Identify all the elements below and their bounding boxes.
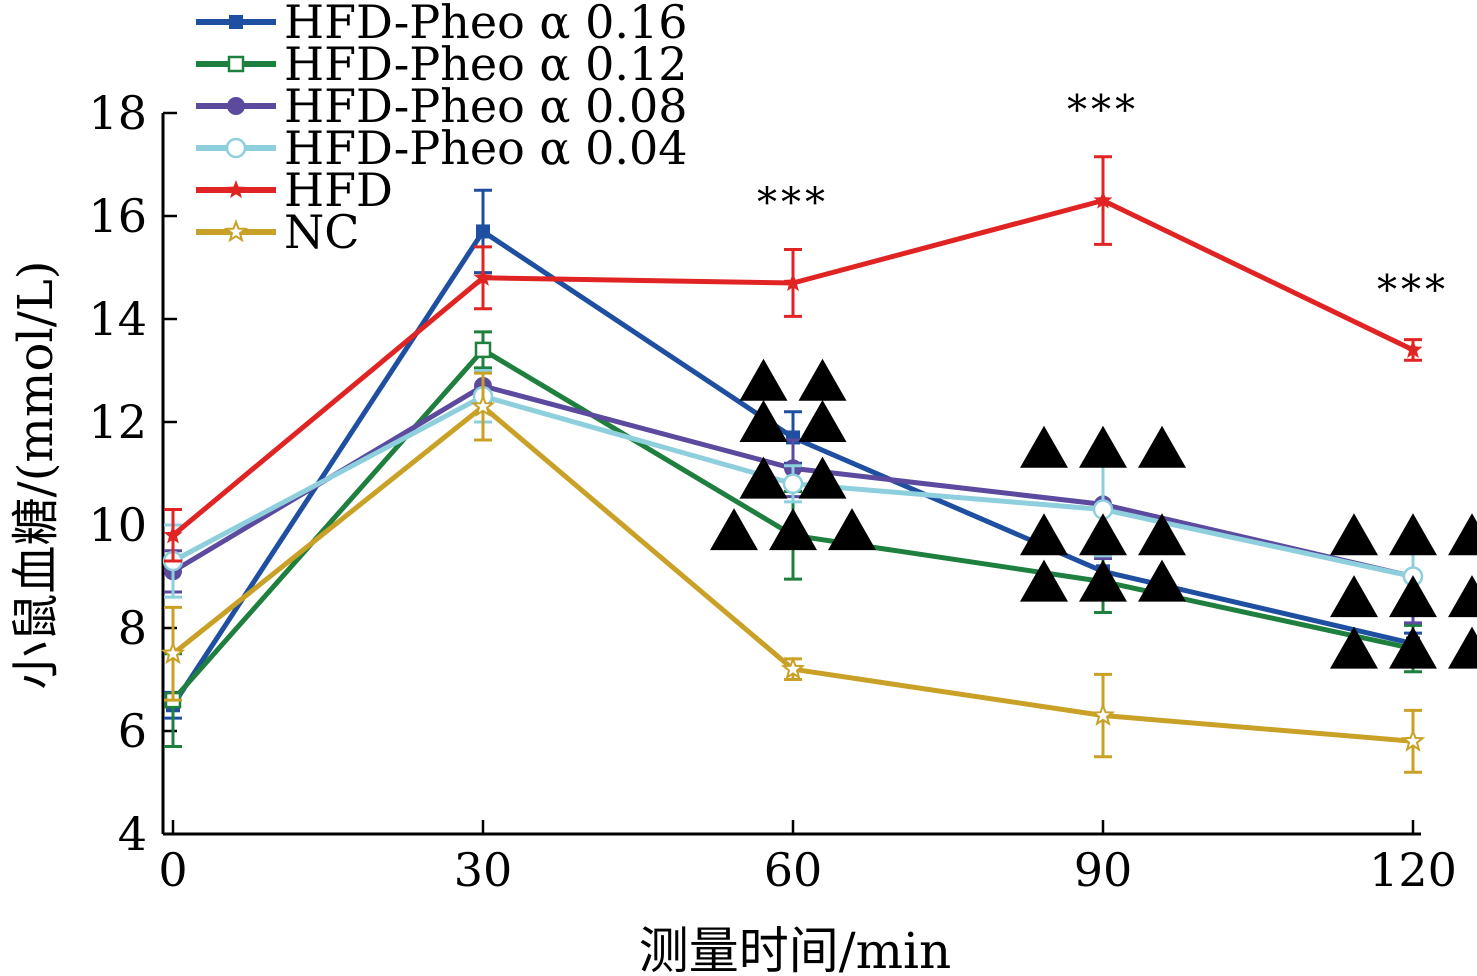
triangle-marker: [1079, 513, 1127, 556]
x-tick-label: 60: [764, 843, 823, 897]
data-point: [782, 473, 804, 495]
triangle-marker: [1020, 513, 1068, 556]
annotations: *** *** ***: [710, 87, 1477, 669]
triangle-marker: [1330, 626, 1378, 669]
significance-label: ***: [757, 180, 829, 226]
triangle-marker: [1138, 559, 1186, 602]
legend-label: NC: [284, 205, 359, 259]
tick-labels: 0 30 60 90 120 4 6 8 10 12 14 16 18: [88, 86, 1456, 897]
triangle-marker: [1448, 626, 1477, 669]
legend-marker: [223, 219, 249, 243]
triangle-marker: [1389, 626, 1437, 669]
y-tick-label: 6: [118, 704, 147, 758]
significance-label: ***: [1067, 87, 1139, 133]
triangle-marker: [828, 508, 876, 551]
data-point: [163, 525, 183, 544]
triangle-marker: [1079, 559, 1127, 602]
data-point: [1093, 190, 1113, 209]
triangle-marker: [1020, 425, 1068, 468]
data-point: [1403, 339, 1423, 358]
legend-marker: [227, 55, 245, 73]
legend-label: HFD-Pheo α 0.08: [284, 79, 688, 133]
triangle-marker: [739, 456, 788, 499]
triangle-marker: [1330, 513, 1378, 556]
triangle-marker: [1138, 513, 1186, 556]
x-tick-label: 0: [158, 843, 187, 897]
data-point: [783, 273, 803, 291]
significance-label: ***: [1377, 268, 1449, 314]
triangle-marker: [1389, 513, 1437, 556]
y-tick-label: 12: [88, 395, 147, 449]
y-tick-label: 14: [88, 292, 147, 346]
y-tick-label: 18: [88, 86, 147, 140]
triangle-marker: [769, 508, 817, 551]
x-axis-label: 测量时间/min: [639, 922, 951, 976]
y-tick-label: 16: [88, 189, 147, 243]
data-point: [1090, 702, 1116, 726]
legend-marker: [225, 137, 247, 159]
legend-entry: HFD-Pheo α 0.16: [196, 0, 688, 49]
triangle-marker: [739, 400, 788, 442]
y-tick-label: 8: [118, 601, 147, 655]
triangle-marker: [798, 456, 847, 499]
series-4: [163, 155, 1423, 563]
data-point: [160, 640, 186, 665]
x-tick-label: 30: [454, 843, 513, 897]
legend-entry: HFD-Pheo α 0.12: [196, 37, 688, 91]
legend-entry: HFD-Pheo α 0.04: [196, 121, 688, 175]
triangle-marker: [710, 508, 758, 551]
x-tick-label: 90: [1074, 843, 1133, 897]
triangle-marker: [1079, 425, 1127, 468]
legend-entry: HFD: [196, 163, 393, 217]
data-point: [780, 656, 806, 680]
data-point: [1400, 728, 1426, 752]
legend-entry: HFD-Pheo α 0.08: [196, 79, 688, 133]
legend-label: HFD-Pheo α 0.12: [284, 37, 688, 91]
data-point: [474, 341, 492, 359]
legend-label: HFD-Pheo α 0.04: [284, 121, 688, 175]
data-point: [473, 267, 493, 286]
x-tick-label: 120: [1369, 843, 1457, 897]
data-point: [476, 224, 490, 239]
legend-marker: [226, 180, 246, 199]
triangle-marker: [1448, 575, 1477, 618]
triangle-marker: [1448, 513, 1477, 556]
data-point: [470, 393, 496, 417]
y-tick-label: 10: [88, 498, 147, 552]
triangle-marker: [1138, 425, 1186, 468]
triangle-marker: [739, 358, 788, 401]
legend-entry: NC: [196, 205, 359, 259]
y-tick-label: 4: [118, 807, 147, 861]
legend-marker: [229, 15, 243, 29]
triangle-marker: [1020, 559, 1068, 602]
axes: [161, 111, 1421, 836]
triangle-marker: [1330, 575, 1378, 618]
triangle-marker: [798, 358, 847, 401]
legend-label: HFD-Pheo α 0.16: [284, 0, 688, 49]
series-5: [160, 371, 1426, 774]
triangle-marker: [1389, 575, 1437, 618]
legend-marker: [227, 97, 245, 115]
y-axis-label: 小鼠血糖/(mmol/L): [8, 261, 64, 690]
legend-label: HFD: [284, 163, 393, 217]
triangle-marker: [798, 400, 847, 442]
